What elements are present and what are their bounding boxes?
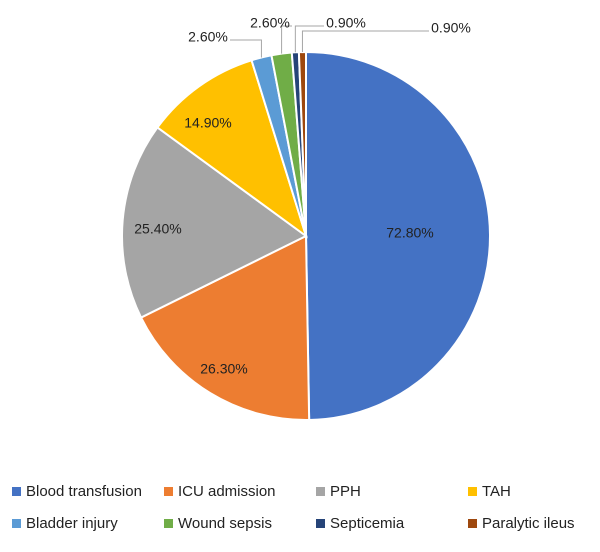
data-label-icu-admission: 26.30% xyxy=(200,361,247,377)
legend-swatch-wound-sepsis xyxy=(164,519,173,528)
legend-swatch-tah xyxy=(468,487,477,496)
legend-swatch-septicemia xyxy=(316,519,325,528)
legend-label-wound-sepsis: Wound sepsis xyxy=(178,515,272,532)
leader-line-septicemia xyxy=(294,25,324,53)
legend-swatch-pph xyxy=(316,487,325,496)
data-label-septicemia: 0.90% xyxy=(326,15,366,31)
legend-label-paralytic-ileus: Paralytic ileus xyxy=(482,515,575,532)
legend-label-icu-admission: ICU admission xyxy=(178,483,276,500)
legend-label-tah: TAH xyxy=(482,483,511,500)
leader-line-wound-sepsis xyxy=(281,25,292,54)
legend-label-pph: PPH xyxy=(330,483,361,500)
legend-label-blood-transfusion: Blood transfusion xyxy=(26,483,142,500)
legend-swatch-paralytic-ileus xyxy=(468,519,477,528)
data-label-tah: 14.90% xyxy=(184,115,231,131)
leader-lines xyxy=(230,25,429,58)
legend-label-bladder-injury: Bladder injury xyxy=(26,515,118,532)
legend-label-septicemia: Septicemia xyxy=(330,515,405,532)
leader-line-paralytic-ileus xyxy=(301,30,429,53)
pie-slices xyxy=(121,50,491,421)
slice-pph xyxy=(121,126,308,319)
legend: Blood transfusion ICU admission PPH TAH Blad… xyxy=(12,483,575,532)
slice-icu-admission xyxy=(139,234,311,421)
legend-swatch-blood-transfusion xyxy=(12,487,21,496)
data-labels: 72.80% 26.30% 25.40% 14.90% 2.60% 2.60% 0.90% 0… xyxy=(134,15,471,377)
data-label-paralytic-ileus: 0.90% xyxy=(431,20,471,36)
slice-blood-transfusion xyxy=(305,50,491,421)
data-label-bladder-injury: 2.60% xyxy=(188,29,228,45)
slice-tah xyxy=(156,58,308,239)
data-label-blood-transfusion: 72.80% xyxy=(386,225,433,241)
data-label-wound-sepsis: 2.60% xyxy=(250,15,290,31)
legend-swatch-bladder-injury xyxy=(12,519,21,528)
leader-line-bladder-injury xyxy=(230,39,262,58)
data-label-pph: 25.40% xyxy=(134,221,181,237)
legend-swatch-icu-admission xyxy=(164,487,173,496)
